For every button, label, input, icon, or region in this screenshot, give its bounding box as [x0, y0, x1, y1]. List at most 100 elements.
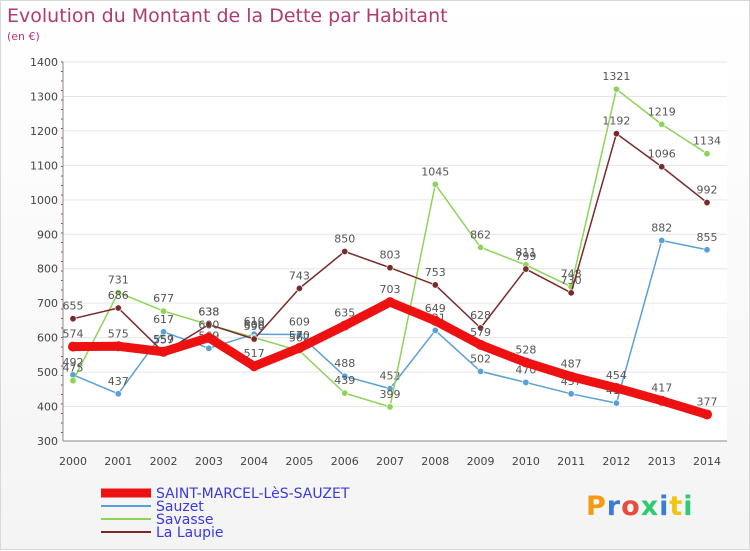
data-label: 855	[697, 231, 718, 244]
x-tick-label: 2014	[693, 455, 721, 468]
data-point	[566, 371, 577, 382]
y-tick-label: 1400	[30, 56, 58, 69]
data-label: 677	[153, 292, 174, 305]
x-tick-label: 2007	[376, 455, 404, 468]
data-point	[114, 390, 122, 398]
x-tick-label: 2008	[421, 455, 449, 468]
data-label: 487	[561, 358, 582, 371]
logo-letter: t	[669, 491, 684, 522]
legend-label: SAINT-MARCEL-LèS-SAUZET	[156, 486, 350, 502]
data-point	[703, 150, 711, 158]
data-label: 492	[63, 356, 84, 369]
data-point	[431, 281, 439, 289]
data-point	[114, 304, 122, 312]
data-label: 475	[63, 362, 84, 375]
data-point	[113, 341, 124, 352]
y-tick-label: 800	[37, 263, 58, 276]
data-label: 579	[470, 326, 491, 339]
data-label: 635	[334, 307, 355, 320]
data-label: 600	[244, 319, 265, 332]
data-point	[567, 390, 575, 398]
logo-letter: i	[659, 491, 670, 522]
data-point	[477, 243, 485, 251]
data-label: 596	[244, 320, 265, 333]
data-point	[431, 180, 439, 188]
data-point	[520, 357, 531, 368]
data-point	[611, 382, 622, 393]
data-point	[703, 199, 711, 207]
data-point	[160, 307, 168, 315]
data-point	[295, 331, 303, 339]
data-label: 1321	[602, 70, 630, 83]
data-point	[341, 389, 349, 397]
data-point	[158, 346, 169, 357]
y-tick-label: 900	[37, 228, 58, 241]
data-label: 439	[334, 374, 355, 387]
unit-label: (en €)	[7, 30, 40, 43]
data-point	[69, 315, 77, 323]
data-point	[477, 324, 485, 332]
data-label: 559	[153, 333, 174, 346]
data-point	[250, 335, 258, 343]
data-label: 730	[561, 274, 582, 287]
data-label: 574	[63, 328, 84, 341]
x-tick-label: 2002	[150, 455, 178, 468]
data-label: 600	[198, 319, 219, 332]
data-point	[386, 264, 394, 272]
logo-letter: r	[606, 491, 622, 522]
data-point	[658, 236, 666, 244]
data-label: 628	[470, 309, 491, 322]
x-tick-label: 2012	[602, 455, 630, 468]
x-tick-label: 2010	[512, 455, 540, 468]
data-label: 454	[606, 369, 627, 382]
data-point	[339, 320, 350, 331]
x-tick-label: 2009	[467, 455, 495, 468]
data-point	[522, 378, 530, 386]
data-point	[295, 284, 303, 292]
data-label: 850	[334, 233, 355, 246]
data-point	[205, 321, 213, 329]
data-label: 1192	[602, 115, 630, 128]
data-point	[205, 344, 213, 352]
data-point	[477, 367, 485, 375]
proxiti-logo: Proxiti	[586, 491, 694, 522]
data-label: 488	[334, 357, 355, 370]
legend-label: Savasse	[156, 512, 214, 528]
data-label: 882	[651, 221, 672, 234]
data-point	[386, 403, 394, 411]
data-label: 617	[153, 313, 174, 326]
y-tick-label: 1100	[30, 159, 58, 172]
x-tick-label: 2001	[104, 455, 132, 468]
data-label: 1219	[648, 105, 676, 118]
x-tick-label: 2011	[557, 455, 585, 468]
data-label: 743	[289, 269, 310, 282]
x-tick-label: 2000	[59, 455, 87, 468]
data-label: 703	[380, 283, 401, 296]
data-label: 803	[380, 249, 401, 262]
data-label: 528	[515, 343, 536, 356]
data-point	[203, 332, 214, 343]
y-tick-label: 700	[37, 297, 58, 310]
data-label: 1045	[421, 165, 449, 178]
data-label: 557	[153, 333, 174, 346]
x-tick-label: 2013	[648, 455, 676, 468]
data-label: 731	[108, 274, 129, 287]
data-point	[703, 246, 711, 254]
data-point	[702, 409, 712, 420]
data-label: 649	[425, 302, 446, 315]
legend-label: La Laupie	[156, 525, 223, 541]
data-point	[612, 85, 620, 93]
logo-letter: x	[640, 491, 660, 522]
data-label: 638	[198, 306, 219, 319]
data-label: 992	[697, 184, 718, 197]
data-point	[69, 377, 77, 385]
data-point	[658, 120, 666, 128]
logo-letter: i	[683, 491, 694, 522]
data-label: 1134	[693, 135, 721, 148]
data-point	[160, 328, 168, 336]
data-point	[68, 341, 78, 352]
logo-letter: o	[621, 491, 641, 522]
data-point	[114, 289, 122, 297]
data-point	[656, 395, 667, 406]
